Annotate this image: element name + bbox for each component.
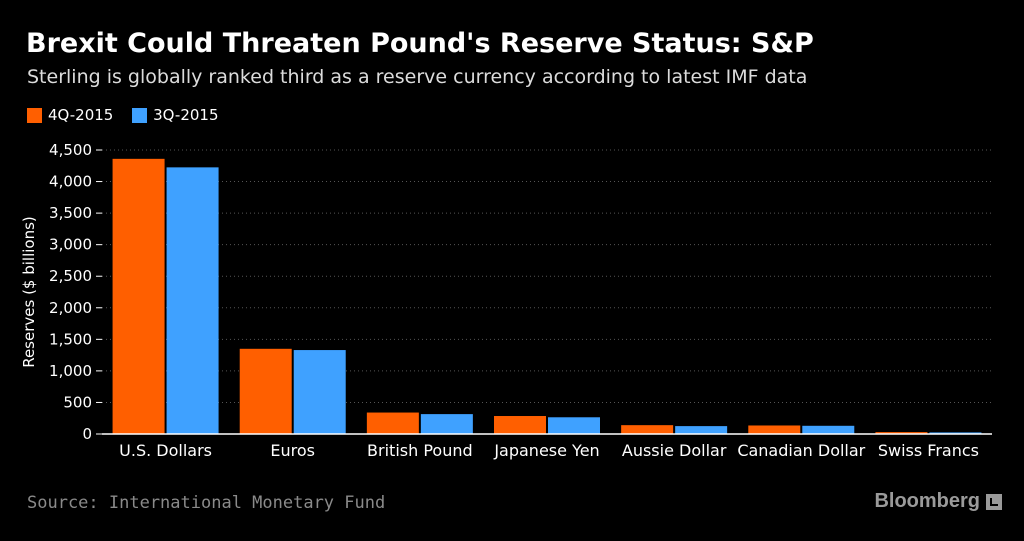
legend-label-3q-2015: 3Q-2015 [153,106,219,124]
x-category-label: Japanese Yen [493,441,599,460]
y-tick-label: 1,500 [49,330,92,348]
bar-4q-2015-euros [239,348,292,434]
bar-4q-2015-canadian-dollar [748,425,801,434]
y-tick-label: 2,500 [49,267,92,285]
bar-3q-2015-swiss-francs [929,432,982,434]
bloomberg-chart-icon [986,493,1002,510]
y-tick-label: 1,000 [49,362,92,380]
x-category-label: Aussie Dollar [622,441,727,460]
brand-logo: Bloomberg [874,490,1002,513]
legend-swatch-4q-2015 [27,107,42,123]
bar-3q-2015-british-pound [420,414,473,434]
x-category-label: Euros [270,441,315,460]
x-category-label: Canadian Dollar [737,441,865,460]
bar-3q-2015-aussie-dollar [675,426,728,434]
y-tick-label: 2,000 [49,299,92,317]
bar-3q-2015-u-s-dollars [166,167,219,434]
legend-swatch-3q-2015 [132,107,148,123]
chart-subtitle: Sterling is globally ranked third as a r… [27,66,808,88]
bar-4q-2015-aussie-dollar [621,425,674,434]
y-axis-label: Reserves ($ billions) [20,216,38,368]
y-tick-label: 4,000 [49,173,92,191]
x-category-label: British Pound [367,441,473,460]
legend-item-3q-2015: 3Q-2015 [132,106,219,124]
y-tick-label: 4,500 [49,141,92,159]
bar-3q-2015-canadian-dollar [802,425,855,434]
bar-3q-2015-euros [293,350,346,434]
legend: 4Q-2015 3Q-2015 [27,106,233,127]
chart-title: Brexit Could Threaten Pound's Reserve St… [26,28,814,59]
bar-4q-2015-japanese-yen [494,416,546,434]
bar-4q-2015-british-pound [366,412,419,434]
y-tick-label: 3,000 [49,236,92,254]
legend-item-4q-2015: 4Q-2015 [27,106,113,124]
y-tick-label: 500 [63,393,92,411]
legend-label-4q-2015: 4Q-2015 [48,106,114,124]
brand-label: Bloomberg [874,490,980,512]
source-note: Source: International Monetary Fund [27,493,386,513]
x-category-label: Swiss Francs [878,441,979,460]
y-tick-label: 0 [82,425,92,443]
bar-3q-2015-japanese-yen [548,417,600,434]
bar-4q-2015-u-s-dollars [112,158,165,434]
x-category-label: U.S. Dollars [119,441,212,460]
bar-4q-2015-swiss-francs [875,432,928,434]
y-tick-label: 3,500 [49,204,92,222]
